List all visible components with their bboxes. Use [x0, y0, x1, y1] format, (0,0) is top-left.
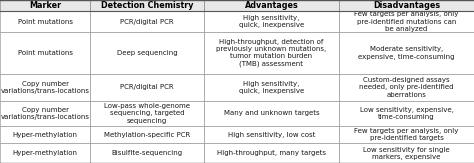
Bar [90, 74, 204, 101]
Bar [204, 11, 339, 32]
Bar [339, 143, 474, 163]
Text: Hyper-methylation: Hyper-methylation [12, 150, 78, 156]
Bar [90, 11, 204, 32]
Text: Moderate sensitivity,
expensive, time-consuming: Moderate sensitivity, expensive, time-co… [358, 46, 455, 60]
Bar [90, 101, 204, 126]
Text: Hyper-methylation: Hyper-methylation [12, 132, 78, 138]
Text: Disadvantages: Disadvantages [373, 1, 440, 10]
Bar [339, 126, 474, 143]
Bar [204, 74, 339, 101]
Text: Custom-designed assays
needed, only pre-identified
aberrations: Custom-designed assays needed, only pre-… [359, 77, 454, 98]
Bar [339, 74, 474, 101]
Text: Methylation-specific PCR: Methylation-specific PCR [104, 132, 190, 138]
Text: Marker: Marker [29, 1, 61, 10]
Bar [204, 0, 339, 11]
Bar [204, 143, 339, 163]
Text: High-throughput, many targets: High-throughput, many targets [217, 150, 326, 156]
Text: High sensitivity, low cost: High sensitivity, low cost [228, 132, 315, 138]
Text: Bisulfite-sequencing: Bisulfite-sequencing [111, 150, 182, 156]
Text: High-throughput, detection of
previously unknown mutations,
tumor mutation burde: High-throughput, detection of previously… [216, 39, 327, 67]
Text: Few targets per analysis, only
pre-identified targets: Few targets per analysis, only pre-ident… [354, 128, 459, 141]
Text: Low sensitivity for single
markers, expensive: Low sensitivity for single markers, expe… [363, 147, 450, 160]
Bar [339, 11, 474, 32]
Text: High sensitivity,
quick, inexpensive: High sensitivity, quick, inexpensive [239, 15, 304, 28]
Text: Low sensitivity, expensive,
time-consuming: Low sensitivity, expensive, time-consumi… [359, 107, 454, 120]
Bar [204, 126, 339, 143]
Bar [90, 126, 204, 143]
Bar [204, 101, 339, 126]
Bar [204, 32, 339, 74]
Text: Point mutations: Point mutations [18, 19, 73, 25]
Text: High sensitivity,
quick, inexpensive: High sensitivity, quick, inexpensive [239, 81, 304, 94]
Bar [90, 143, 204, 163]
Text: Deep sequencing: Deep sequencing [117, 50, 177, 56]
Bar [339, 101, 474, 126]
Bar [339, 0, 474, 11]
Text: PCR/digital PCR: PCR/digital PCR [120, 19, 174, 25]
Bar [0, 74, 90, 101]
Bar [90, 0, 204, 11]
Text: Many and unknown targets: Many and unknown targets [224, 110, 319, 116]
Bar [339, 32, 474, 74]
Text: PCR/digital PCR: PCR/digital PCR [120, 84, 174, 90]
Text: Few targets per analysis, only
pre-identified mutations can
be analyzed: Few targets per analysis, only pre-ident… [354, 11, 459, 32]
Text: Point mutations: Point mutations [18, 50, 73, 56]
Bar [0, 143, 90, 163]
Text: Copy number
variations/trans-locations: Copy number variations/trans-locations [0, 107, 90, 120]
Bar [90, 32, 204, 74]
Bar [0, 11, 90, 32]
Text: Detection Chemistry: Detection Chemistry [100, 1, 193, 10]
Bar [0, 0, 90, 11]
Text: Low-pass whole-genome
sequencing, targeted
sequencing: Low-pass whole-genome sequencing, target… [104, 103, 190, 124]
Text: Copy number
variations/trans-locations: Copy number variations/trans-locations [0, 81, 90, 94]
Text: Advantages: Advantages [245, 1, 298, 10]
Bar [0, 126, 90, 143]
Bar [0, 101, 90, 126]
Bar [0, 32, 90, 74]
